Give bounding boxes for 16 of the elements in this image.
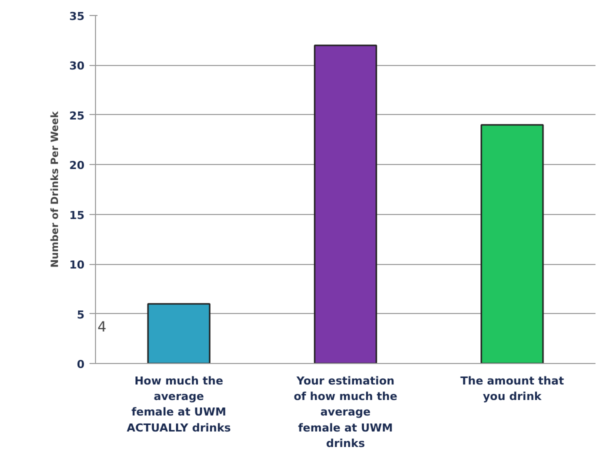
y-tick-label: 25	[69, 109, 85, 122]
y-axis-title: Number of Drinks Per Week	[50, 111, 62, 268]
bar	[480, 124, 544, 364]
y-tick-label: 5	[76, 308, 84, 322]
y-tick-label: 15	[69, 208, 85, 222]
x-tick-label: The amount that you drink	[460, 374, 564, 404]
x-tick-label: Your estimation of how much the average female at UWM drinks	[294, 374, 398, 450]
y-tick-label: 20	[69, 159, 85, 172]
y-tick-label: 10	[69, 258, 85, 272]
y-tick-label: 0	[76, 358, 85, 371]
annotation: 4	[98, 320, 106, 336]
y-tick-label: 35	[69, 10, 85, 23]
bar	[314, 44, 378, 364]
x-tick-label: How much the average female at UWM ACTUALLY drinks	[126, 374, 232, 434]
y-tick-label: 30	[69, 60, 85, 73]
bar	[147, 303, 210, 364]
